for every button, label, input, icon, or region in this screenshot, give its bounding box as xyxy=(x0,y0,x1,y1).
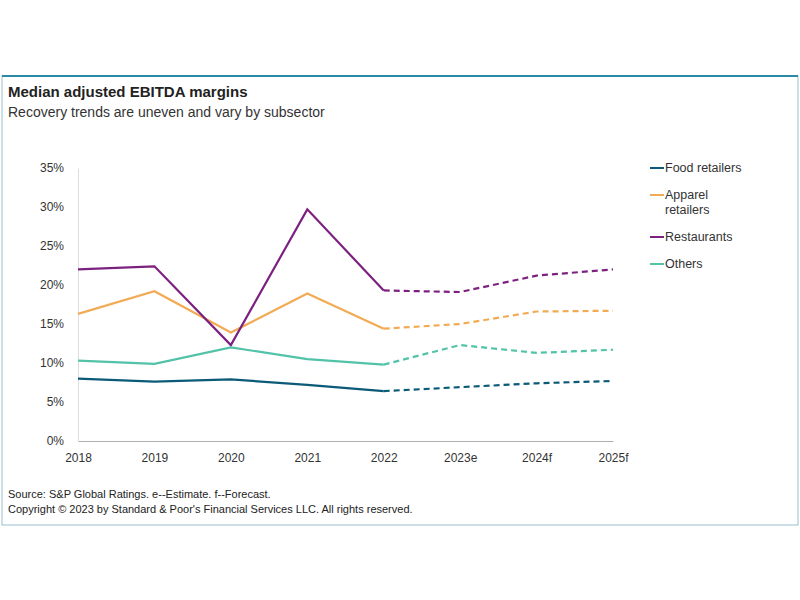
y-tick: 35% xyxy=(40,161,78,175)
annotation: Source: S&P Global Ratings. e--Estimate.… xyxy=(8,488,271,500)
x-tick-label: 2022 xyxy=(371,451,398,465)
y-tick: 0% xyxy=(47,434,78,448)
x-tick-label: 2024f xyxy=(522,451,553,465)
legend-swatch xyxy=(650,167,664,169)
y-tick: 5% xyxy=(47,395,78,409)
series-line xyxy=(78,379,384,391)
legend-label: Apparelretailers xyxy=(665,188,709,217)
legend-swatch xyxy=(650,263,664,265)
subtitle: Recovery trends are uneven and vary by s… xyxy=(8,104,325,120)
y-axis-line xyxy=(78,169,79,442)
annotation: Copyright © 2023 by Standard & Poor's Fi… xyxy=(8,503,413,515)
x-tick: 2023e xyxy=(444,441,478,465)
series-line-forecast xyxy=(384,381,613,391)
x-tick: 2025f xyxy=(598,441,629,465)
legend-swatch xyxy=(650,194,664,196)
y-tick-label: 25% xyxy=(40,239,64,253)
series-line xyxy=(78,209,384,345)
legend-label: Food retailers xyxy=(665,161,741,175)
x-tick: 2019 xyxy=(142,441,169,465)
y-tick-label: 30% xyxy=(40,200,64,214)
series-line xyxy=(78,347,384,364)
y-tick-label: 15% xyxy=(40,317,64,331)
series-line-forecast xyxy=(384,311,613,329)
frame-box xyxy=(2,76,798,525)
title: Median adjusted EBITDA margins xyxy=(8,83,247,100)
x-tick-label: 2021 xyxy=(294,451,321,465)
legend-item: Others xyxy=(650,257,703,271)
y-axis: 0% 5% 10% 15% 20% 25% 30% 35% xyxy=(40,161,79,448)
legend-label: Restaurants xyxy=(665,230,732,244)
x-tick: 2022 xyxy=(371,441,398,465)
legend-item: Apparelretailers xyxy=(650,188,709,217)
series-line-forecast xyxy=(384,269,613,292)
y-tick-label: 20% xyxy=(40,278,64,292)
x-tick-label: 2023e xyxy=(444,451,478,465)
x-axis-line xyxy=(79,441,614,442)
x-tick: 2024f xyxy=(522,441,553,465)
x-axis: 2018 2019 2020 2021 2022 2023e 2024f 2025f xyxy=(65,441,629,465)
legend-item: Restaurants xyxy=(650,230,732,244)
x-tick-label: 2018 xyxy=(65,451,92,465)
x-tick-label: 2019 xyxy=(142,451,169,465)
y-tick: 30% xyxy=(40,200,78,214)
lines xyxy=(78,209,613,391)
legend-label: Others xyxy=(665,257,703,271)
y-tick: 25% xyxy=(40,239,78,253)
x-tick: 2021 xyxy=(294,441,321,465)
legend-item: Food retailers xyxy=(650,161,741,175)
x-tick-label: 2025f xyxy=(598,451,629,465)
series-line-forecast xyxy=(384,345,613,365)
x-tick-label: 2020 xyxy=(218,451,245,465)
y-tick-label: 0% xyxy=(47,434,65,448)
y-tick: 10% xyxy=(40,356,78,370)
y-tick: 20% xyxy=(40,278,78,292)
frame-top xyxy=(2,75,798,77)
series-line xyxy=(78,291,384,332)
legend: Food retailers Apparelretailers Restaurant… xyxy=(650,161,741,271)
x-tick: 2018 xyxy=(65,441,92,465)
y-tick-label: 5% xyxy=(47,395,65,409)
x-tick: 2020 xyxy=(218,441,245,465)
y-tick-label: 35% xyxy=(40,161,64,175)
y-tick: 15% xyxy=(40,317,78,331)
chart-root: Median adjusted EBITDA margins Recovery t… xyxy=(0,0,800,600)
legend-swatch xyxy=(650,236,664,238)
y-tick-label: 10% xyxy=(40,356,64,370)
